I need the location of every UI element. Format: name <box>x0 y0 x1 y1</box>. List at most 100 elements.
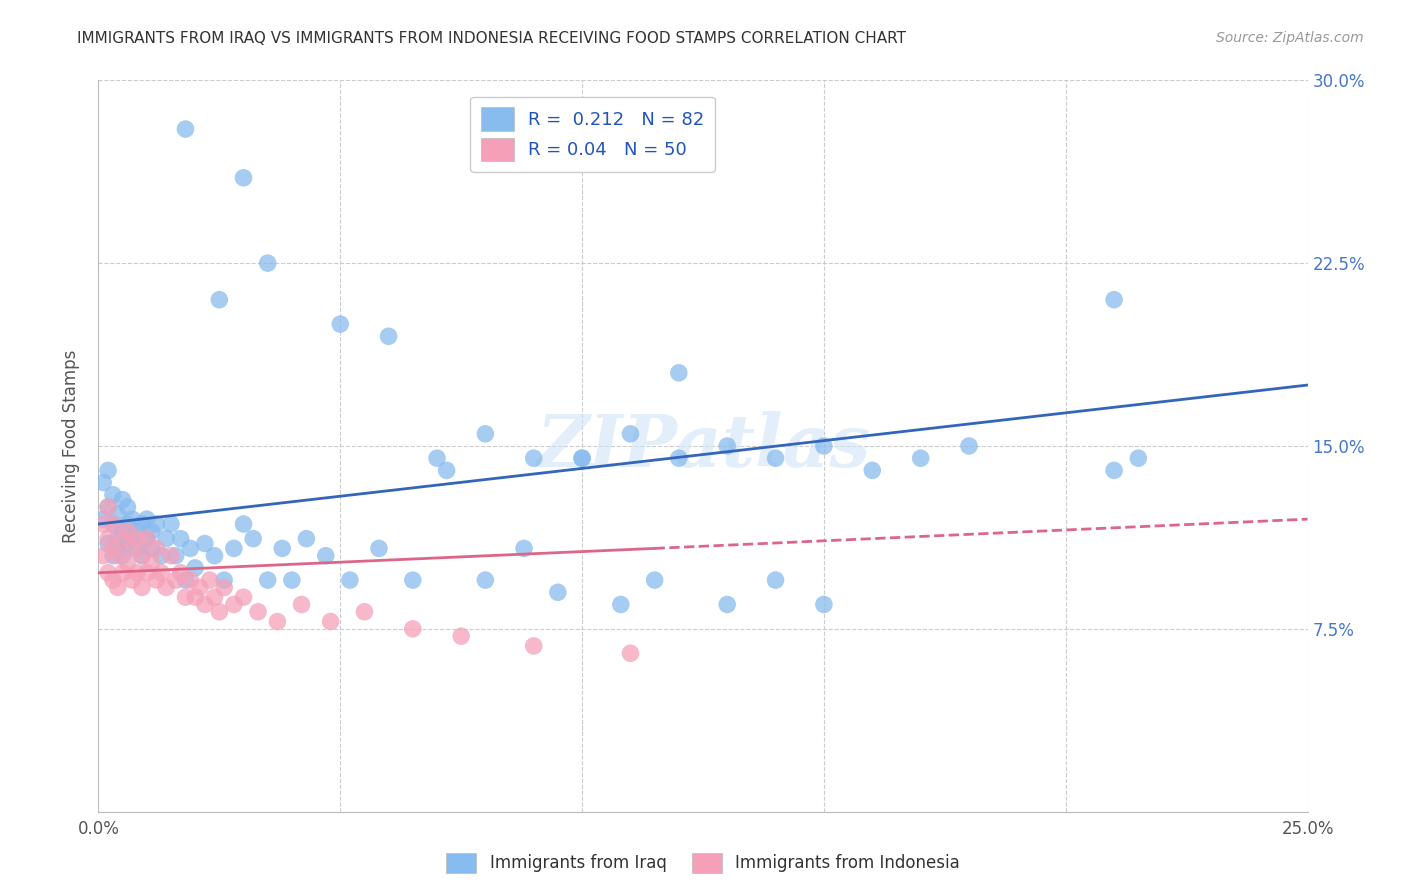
Point <box>165 549 187 563</box>
Point <box>765 451 787 466</box>
Point <box>281 573 304 587</box>
Point <box>957 439 980 453</box>
Point <box>1102 463 1125 477</box>
Point <box>91 549 114 563</box>
Point <box>716 598 738 612</box>
Point <box>117 524 139 539</box>
Point <box>256 573 278 587</box>
Point <box>295 532 318 546</box>
Point <box>813 439 835 453</box>
Point <box>131 581 153 595</box>
Point <box>198 573 221 587</box>
Point <box>188 581 211 595</box>
Point <box>212 581 235 595</box>
Point <box>571 451 593 466</box>
Point <box>353 605 375 619</box>
Point <box>247 605 270 619</box>
Point <box>860 463 883 477</box>
Point <box>111 492 134 507</box>
Point <box>610 598 633 612</box>
Point <box>910 451 932 466</box>
Point <box>184 561 207 575</box>
Point <box>523 639 546 653</box>
Point <box>117 500 139 514</box>
Point <box>131 549 153 563</box>
Point <box>160 549 183 563</box>
Point <box>97 463 120 477</box>
Point <box>127 541 149 556</box>
Point <box>204 549 226 563</box>
Y-axis label: Receiving Food Stamps: Receiving Food Stamps <box>62 350 80 542</box>
Point <box>474 573 496 587</box>
Point <box>101 488 124 502</box>
Point <box>145 516 167 531</box>
Point <box>271 541 294 556</box>
Point <box>256 256 278 270</box>
Point <box>127 566 149 580</box>
Point <box>179 573 201 587</box>
Point <box>145 541 167 556</box>
Point <box>426 451 449 466</box>
Point <box>402 622 425 636</box>
Point <box>523 451 546 466</box>
Point <box>668 451 690 466</box>
Point <box>155 532 177 546</box>
Text: Source: ZipAtlas.com: Source: ZipAtlas.com <box>1216 31 1364 45</box>
Point <box>474 426 496 441</box>
Point <box>107 541 129 556</box>
Point <box>165 573 187 587</box>
Point <box>232 590 254 604</box>
Point <box>436 463 458 477</box>
Point <box>319 615 342 629</box>
Point <box>174 122 197 136</box>
Point <box>111 549 134 563</box>
Point <box>91 475 114 490</box>
Point <box>127 524 149 539</box>
Point <box>135 532 157 546</box>
Point <box>619 646 641 660</box>
Point <box>121 512 143 526</box>
Point <box>111 532 134 546</box>
Point <box>135 512 157 526</box>
Point <box>619 426 641 441</box>
Point <box>232 170 254 185</box>
Point <box>127 532 149 546</box>
Point <box>97 500 120 514</box>
Point <box>668 366 690 380</box>
Point <box>91 516 114 531</box>
Point <box>1128 451 1150 466</box>
Point <box>339 573 361 587</box>
Point <box>97 566 120 580</box>
Point <box>212 573 235 587</box>
Point <box>716 439 738 453</box>
Point <box>169 532 191 546</box>
Point <box>194 598 217 612</box>
Point <box>208 605 231 619</box>
Point <box>160 516 183 531</box>
Point <box>315 549 337 563</box>
Point <box>117 516 139 531</box>
Point <box>155 581 177 595</box>
Point <box>101 541 124 556</box>
Text: IMMIGRANTS FROM IRAQ VS IMMIGRANTS FROM INDONESIA RECEIVING FOOD STAMPS CORRELAT: IMMIGRANTS FROM IRAQ VS IMMIGRANTS FROM … <box>77 31 907 46</box>
Point <box>174 590 197 604</box>
Point <box>222 598 245 612</box>
Point <box>813 598 835 612</box>
Point <box>101 549 124 563</box>
Legend: R =  0.212   N = 82, R = 0.04   N = 50: R = 0.212 N = 82, R = 0.04 N = 50 <box>470 96 716 172</box>
Point <box>141 541 163 556</box>
Point <box>368 541 391 556</box>
Point <box>150 549 173 563</box>
Point <box>111 524 134 539</box>
Point <box>141 524 163 539</box>
Point <box>101 573 124 587</box>
Legend: Immigrants from Iraq, Immigrants from Indonesia: Immigrants from Iraq, Immigrants from In… <box>440 847 966 880</box>
Point <box>135 566 157 580</box>
Point <box>117 556 139 570</box>
Point <box>513 541 536 556</box>
Point <box>101 516 124 531</box>
Point <box>329 317 352 331</box>
Point <box>184 590 207 604</box>
Point <box>111 566 134 580</box>
Point <box>290 598 312 612</box>
